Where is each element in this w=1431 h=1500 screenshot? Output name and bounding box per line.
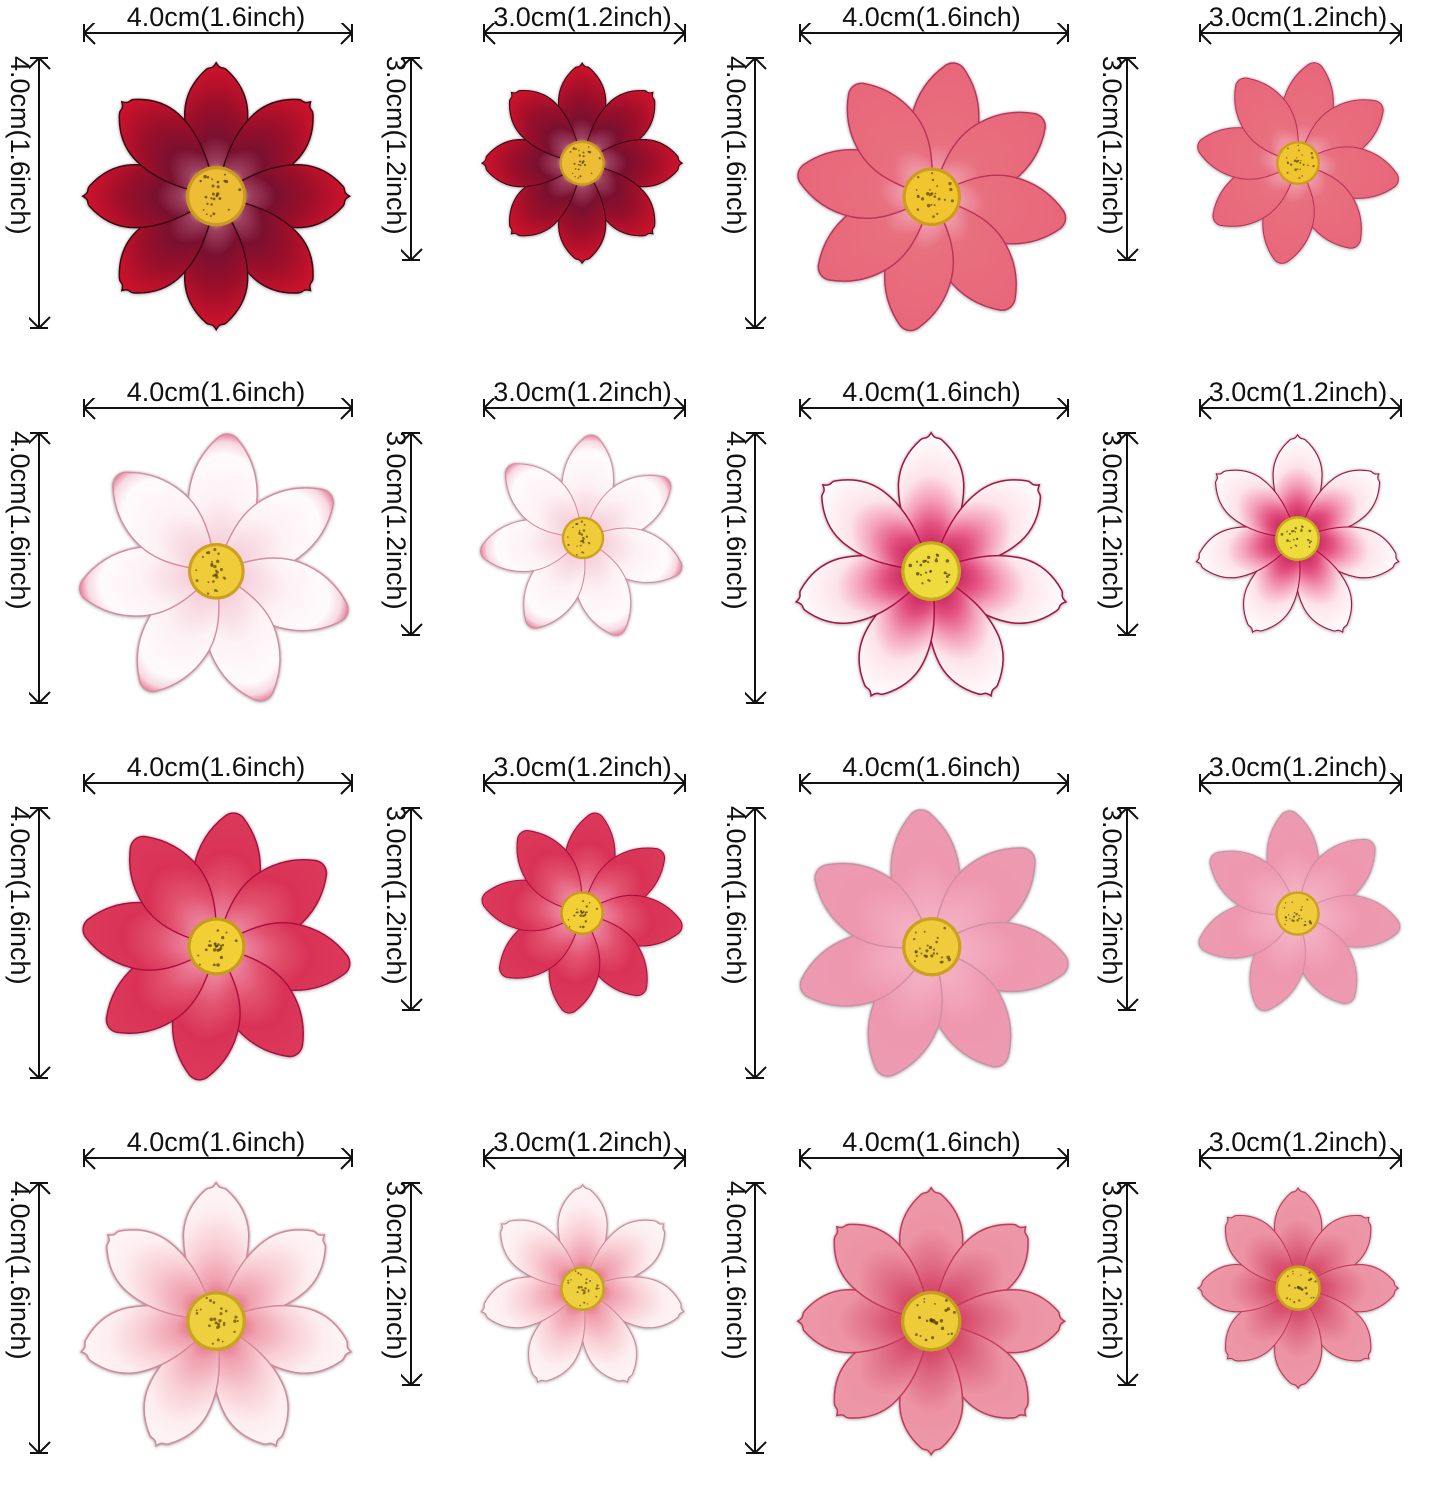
svg-text:3.0cm(1.2inch): 3.0cm(1.2inch) [381, 806, 410, 985]
svg-text:3.0cm(1.2inch): 3.0cm(1.2inch) [1096, 431, 1125, 610]
svg-text:3.0cm(1.2inch): 3.0cm(1.2inch) [1096, 806, 1125, 985]
svg-text:4.0cm(1.6inch): 4.0cm(1.6inch) [720, 1181, 750, 1360]
svg-text:3.0cm(1.2inch): 3.0cm(1.2inch) [381, 56, 410, 235]
svg-text:3.0cm(1.2inch): 3.0cm(1.2inch) [381, 431, 410, 610]
svg-text:4.0cm(1.6inch): 4.0cm(1.6inch) [5, 56, 35, 235]
svg-text:3.0cm(1.2inch): 3.0cm(1.2inch) [1096, 1181, 1125, 1360]
svg-text:4.0cm(1.6inch): 4.0cm(1.6inch) [720, 806, 750, 985]
svg-text:4.0cm(1.6inch): 4.0cm(1.6inch) [5, 806, 35, 985]
svg-text:4.0cm(1.6inch): 4.0cm(1.6inch) [5, 1181, 35, 1360]
svg-text:4.0cm(1.6inch): 4.0cm(1.6inch) [720, 56, 750, 235]
svg-text:3.0cm(1.2inch): 3.0cm(1.2inch) [1096, 56, 1125, 235]
svg-text:4.0cm(1.6inch): 4.0cm(1.6inch) [720, 431, 750, 610]
svg-text:4.0cm(1.6inch): 4.0cm(1.6inch) [5, 431, 35, 610]
svg-text:3.0cm(1.2inch): 3.0cm(1.2inch) [381, 1181, 410, 1360]
